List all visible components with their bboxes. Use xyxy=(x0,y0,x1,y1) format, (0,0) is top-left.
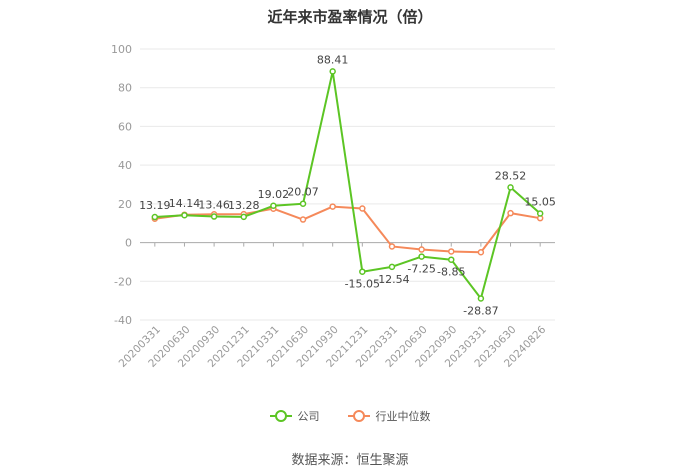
legend-item-company[interactable]: 公司 xyxy=(269,408,320,424)
point-company-20210331 xyxy=(270,202,277,210)
point-industry-20230331 xyxy=(477,249,485,256)
legend-swatch-company-icon xyxy=(269,410,292,422)
point-industry-20230630 xyxy=(507,209,514,217)
point-company-20220930 xyxy=(448,256,455,263)
y-tick-label-20: 20 xyxy=(118,198,132,211)
point-company-20200630 xyxy=(181,211,188,219)
point-company-20200930 xyxy=(210,213,218,220)
point-industry-20220630 xyxy=(418,246,425,253)
data-label-company-20220331: -12.54 xyxy=(374,273,409,286)
data-label-company-20200930: 13.46 xyxy=(198,199,230,212)
series-layer xyxy=(151,68,544,302)
data-label-company-20210630: 20.07 xyxy=(287,186,319,199)
point-industry-20220930 xyxy=(448,248,455,255)
legend: 公司 行业中位数 xyxy=(0,408,700,424)
legend-label-industry: 行业中位数 xyxy=(375,410,431,423)
point-industry-20210630 xyxy=(299,216,307,223)
data-label-company-20210331: 19.02 xyxy=(258,188,290,201)
point-company-20220331 xyxy=(388,263,396,271)
legend-label-company: 公司 xyxy=(297,410,320,423)
series-line-industry xyxy=(154,205,541,254)
y-tick-label-40: 40 xyxy=(118,159,132,172)
point-company-20211231 xyxy=(359,268,366,275)
point-company-20201231 xyxy=(240,213,247,221)
chart-title: 近年来市盈率情况（倍） xyxy=(267,8,433,26)
data-source: 数据来源：恒生聚源 xyxy=(291,453,409,468)
legend-item-industry[interactable]: 行业中位数 xyxy=(347,408,431,424)
data-label-company-20211231: -15.05 xyxy=(345,278,380,291)
y-tick-label--20: -20 xyxy=(114,275,132,288)
y-tick-label-0: 0 xyxy=(125,237,132,250)
point-industry-20220331 xyxy=(388,243,396,250)
y-tick-label--40: -40 xyxy=(114,314,132,327)
y-tick-label-80: 80 xyxy=(118,82,132,95)
data-label-company-20220930: -8.85 xyxy=(437,266,465,279)
data-label-company-20201231: 13.28 xyxy=(228,199,260,212)
y-tick-label-60: 60 xyxy=(118,120,132,133)
data-label-company-20230630: 28.52 xyxy=(495,169,527,182)
data-label-company-20200331: 13.19 xyxy=(139,199,171,212)
data-label-company-20240826: 15.05 xyxy=(524,195,556,208)
point-industry-20210930 xyxy=(329,203,336,210)
point-company-20210930 xyxy=(329,68,336,75)
legend-swatch-industry-icon xyxy=(347,410,370,422)
point-company-20210630 xyxy=(299,200,307,207)
data-label-company-20200630: 14.14 xyxy=(169,197,201,210)
point-company-20200331 xyxy=(151,213,159,221)
point-company-20220630 xyxy=(418,253,425,260)
data-label-company-20210930: 88.41 xyxy=(317,53,349,66)
point-company-20230331 xyxy=(477,295,485,302)
y-tick-label-100: 100 xyxy=(111,43,132,56)
point-company-20240826 xyxy=(536,210,544,217)
data-label-company-20230331: -28.87 xyxy=(463,304,498,317)
point-company-20230630 xyxy=(507,184,514,191)
data-label-company-20220630: -7.25 xyxy=(407,263,435,276)
series-line-company xyxy=(154,70,541,300)
point-industry-20211231 xyxy=(359,205,366,212)
